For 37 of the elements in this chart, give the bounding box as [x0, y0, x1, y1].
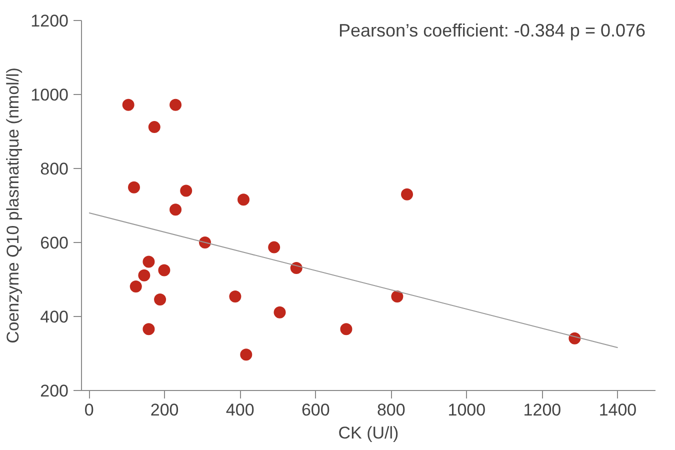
y-tick-label: 800 [40, 160, 69, 178]
x-tick-label: 400 [226, 400, 254, 420]
y-axis-title: Coenzyme Q10 plasmatique (nmol/l) [4, 68, 23, 344]
point [274, 306, 286, 318]
point [128, 181, 140, 194]
point [180, 184, 192, 197]
x-tick-label: 1000 [448, 400, 486, 420]
point [240, 348, 252, 361]
point [268, 241, 280, 254]
point [148, 121, 160, 134]
point [122, 98, 134, 111]
point [238, 194, 250, 206]
x-tick-label: 800 [376, 400, 406, 420]
y-tick-label: 600 [40, 234, 69, 252]
x-tick-label: 1400 [598, 400, 637, 420]
x-tick-label: 600 [301, 400, 330, 420]
x-tick-label: 200 [150, 400, 179, 420]
point [130, 280, 142, 293]
point [391, 290, 404, 303]
x-tick-label: 1200 [523, 400, 562, 420]
point [138, 269, 150, 282]
y-tick-label: 1000 [30, 86, 69, 104]
point [229, 290, 242, 303]
point [401, 188, 414, 200]
point [170, 98, 182, 111]
point [142, 323, 155, 336]
y-tick-label: 1200 [30, 12, 69, 30]
point [154, 293, 166, 306]
point [170, 204, 182, 216]
y-tick-label: 200 [40, 382, 69, 400]
point [158, 264, 170, 276]
x-tick-label: 0 [84, 400, 94, 420]
point [142, 256, 155, 268]
x-axis-title: CK (U/l) [338, 424, 399, 442]
point [340, 323, 352, 336]
y-tick-label: 400 [40, 308, 69, 326]
annotation: Pearson’s coefficient: -0.384 p = 0.076 [338, 20, 646, 40]
